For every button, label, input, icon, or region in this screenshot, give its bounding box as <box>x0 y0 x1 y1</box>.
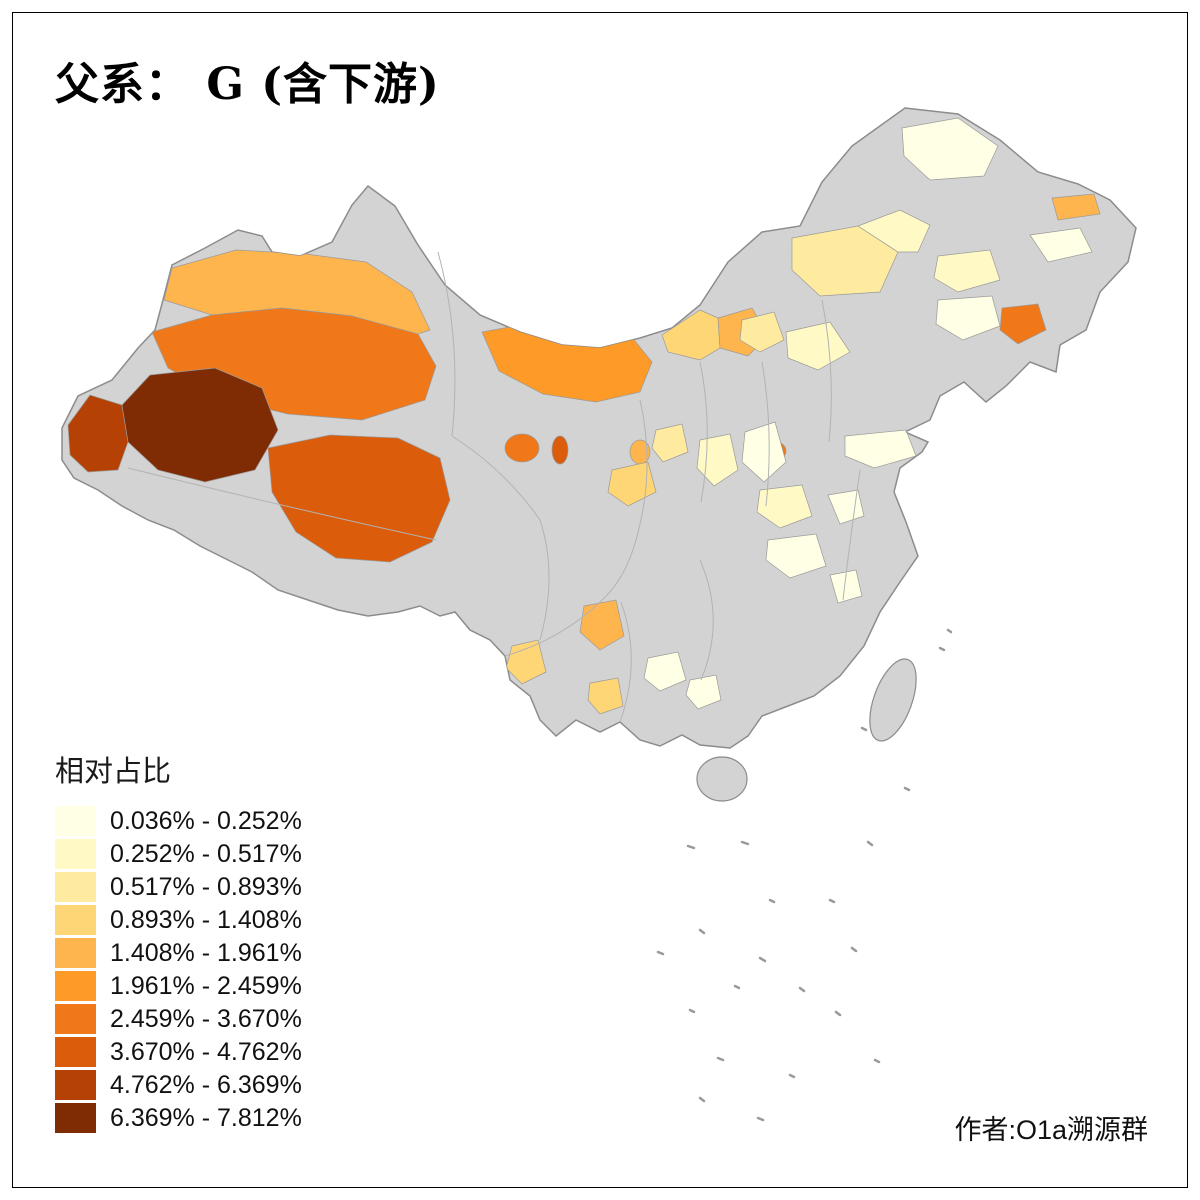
legend-label: 1.408% - 1.961% <box>110 938 302 967</box>
legend-label: 4.762% - 6.369% <box>110 1070 302 1099</box>
legend-row: 2.459% - 3.670% <box>55 1004 302 1034</box>
map-region-sichuan-sw <box>579 599 625 651</box>
map-region-guangxi <box>685 674 722 710</box>
map-region-inner-mongolia-west <box>661 309 721 361</box>
legend-title: 相对占比 <box>55 756 172 788</box>
legend-swatch <box>55 1004 96 1034</box>
legend-swatch <box>55 905 96 935</box>
map-region-ningxia <box>651 423 689 463</box>
legend: 相对占比 0.036% - 0.252% 0.252% - 0.517% 0.517… <box>55 748 302 1133</box>
legend-row: 3.670% - 4.762% <box>55 1037 302 1067</box>
map-region-kashgar <box>67 394 129 473</box>
legend-row: 0.517% - 0.893% <box>55 872 302 902</box>
province-borders <box>127 251 861 723</box>
map-region-gansu-se <box>607 461 657 507</box>
map-region-hegang <box>1029 227 1093 263</box>
legend-label: 0.252% - 0.517% <box>110 839 302 868</box>
legend-label: 0.893% - 1.408% <box>110 905 302 934</box>
legend-label: 0.036% - 0.252% <box>110 806 302 835</box>
legend-row: 0.036% - 0.252% <box>55 806 302 836</box>
map-region-yunnan-west <box>505 639 547 685</box>
legend-swatch <box>55 872 96 902</box>
legend-row: 0.252% - 0.517% <box>55 839 302 869</box>
legend-row: 1.408% - 1.961% <box>55 938 302 968</box>
legend-row: 6.369% - 7.812% <box>55 1103 302 1133</box>
legend-row: 0.893% - 1.408% <box>55 905 302 935</box>
legend-swatch <box>55 839 96 869</box>
map-region-qinghai <box>267 434 451 563</box>
map-region-hotan <box>121 367 279 483</box>
hainan-island <box>696 756 748 802</box>
taiwan-island <box>869 658 917 742</box>
map-region-north-hebei <box>785 321 851 371</box>
page-title: 父系： G (含下游) <box>55 59 440 110</box>
legend-row: 4.762% - 6.369% <box>55 1070 302 1100</box>
map-region-linxia <box>551 435 569 465</box>
map-region-jiangxi <box>829 569 863 604</box>
map-region-jilin-east <box>999 303 1047 345</box>
legend-label: 2.459% - 3.670% <box>110 1004 302 1033</box>
map-region-henan <box>756 484 813 529</box>
south-china-sea-islands <box>656 628 953 1122</box>
legend-rows: 0.036% - 0.252% 0.252% - 0.517% 0.517% - 0… <box>55 806 302 1133</box>
map-region-liaoning <box>935 295 1001 341</box>
map-region-haidong <box>504 433 540 463</box>
map-region-ne-border-orange <box>1051 193 1101 221</box>
map-region-yunnan-east <box>587 677 624 715</box>
map-region-songyuan <box>933 249 1001 293</box>
map-region-hulunbuir-b <box>857 209 931 253</box>
legend-label: 6.369% - 7.812% <box>110 1103 302 1132</box>
map-region-heilongjiang-north <box>901 117 999 181</box>
map-region-chifeng <box>739 311 785 353</box>
legend-label: 3.670% - 4.762% <box>110 1037 302 1066</box>
map-region-shandong <box>844 429 917 469</box>
map-region-shanxi <box>741 421 787 483</box>
legend-swatch <box>55 1037 96 1067</box>
legend-swatch <box>55 806 96 836</box>
legend-swatch <box>55 1070 96 1100</box>
author-credit: 作者:O1a溯源群 <box>954 1115 1148 1145</box>
legend-swatch <box>55 1103 96 1133</box>
legend-swatch <box>55 938 96 968</box>
map-region-guizhou <box>643 651 687 692</box>
map-region-anhui <box>827 489 865 525</box>
legend-swatch <box>55 971 96 1001</box>
legend-label: 0.517% - 0.893% <box>110 872 302 901</box>
legend-label: 1.961% - 2.459% <box>110 971 302 1000</box>
map-region-hubei <box>765 533 827 579</box>
legend-row: 1.961% - 2.459% <box>55 971 302 1001</box>
